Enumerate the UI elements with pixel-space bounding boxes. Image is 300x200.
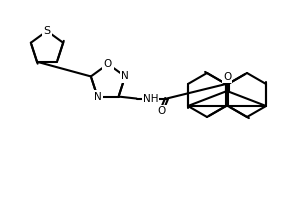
Text: O: O (158, 106, 166, 116)
Text: O: O (223, 72, 231, 82)
Text: S: S (44, 26, 51, 36)
Text: NH: NH (143, 94, 158, 104)
Text: N: N (94, 92, 101, 102)
Text: N: N (121, 71, 129, 81)
Text: O: O (104, 59, 112, 69)
